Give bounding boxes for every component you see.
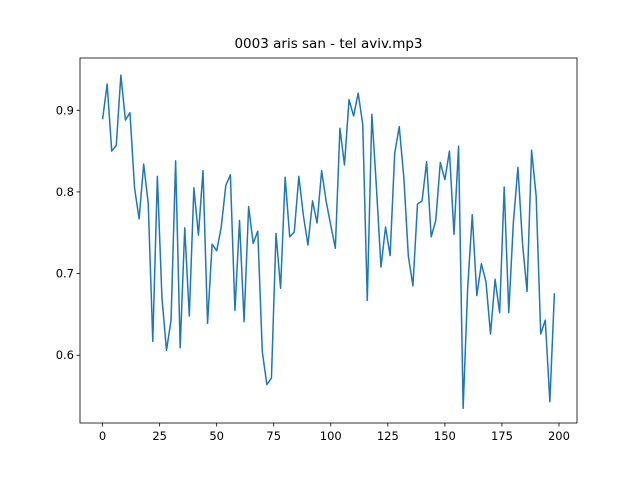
x-tick-label: 150 [434,429,456,443]
x-tick-label: 75 [266,429,281,443]
axes-frame [79,57,578,424]
y-tick-label: 0.6 [56,348,74,362]
chart-title: 0003 aris san - tel aviv.mp3 [234,36,422,52]
x-tick-label: 125 [377,429,399,443]
data-line [101,74,556,410]
y-tick-label: 0.7 [56,267,74,281]
x-tick-label: 0 [99,429,106,443]
x-tick-label: 175 [491,429,513,443]
x-tick-label: 50 [209,429,224,443]
x-tick-label: 25 [152,429,167,443]
y-tick-label: 0.8 [56,185,74,199]
y-tick-label: 0.9 [56,103,74,117]
x-tick-label: 200 [548,429,570,443]
x-tick-label: 100 [320,429,342,443]
